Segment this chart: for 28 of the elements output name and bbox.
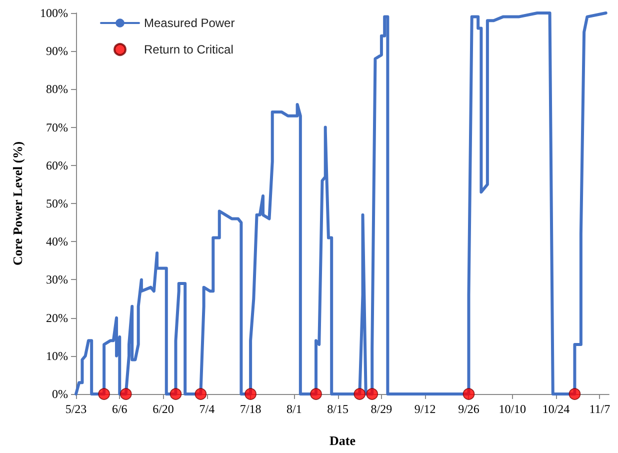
x-tick-label: 10/24	[542, 402, 570, 416]
x-tick-label: 5/23	[65, 402, 87, 416]
y-tick-label: 0%	[52, 387, 68, 401]
y-tick-label: 90%	[46, 44, 68, 58]
y-tick-label: 40%	[46, 234, 68, 249]
x-tick-label: 8/15	[327, 402, 348, 416]
x-tick-label: 7/4	[199, 402, 215, 416]
x-tick-label: 11/7	[589, 402, 610, 416]
x-tick-label: 10/10	[498, 402, 526, 416]
y-tick-label: 20%	[46, 310, 68, 325]
legend-label: Return to Critical	[144, 42, 234, 56]
x-tick-label: 6/6	[112, 402, 128, 416]
x-tick-label: 7/18	[240, 402, 262, 416]
x-tick-label: 8/1	[286, 402, 302, 416]
y-tick-label: 80%	[46, 82, 68, 96]
x-tick-label: 9/12	[414, 402, 436, 416]
y-tick-label: 100%	[40, 6, 68, 20]
y-tick-label: 70%	[46, 120, 68, 134]
y-tick-label: 10%	[46, 348, 68, 363]
y-tick-label: 50%	[46, 196, 68, 210]
x-tick-label: 8/29	[370, 402, 392, 416]
y-tick-label: 60%	[46, 158, 68, 172]
legend-label: Measured Power	[144, 16, 235, 30]
y-axis-title: Core Power Level (%)	[10, 141, 25, 266]
x-axis-title: Date	[330, 433, 356, 448]
y-tick-label: 30%	[46, 272, 68, 287]
x-tick-label: 9/26	[458, 402, 480, 416]
x-tick-label: 6/20	[152, 402, 174, 416]
